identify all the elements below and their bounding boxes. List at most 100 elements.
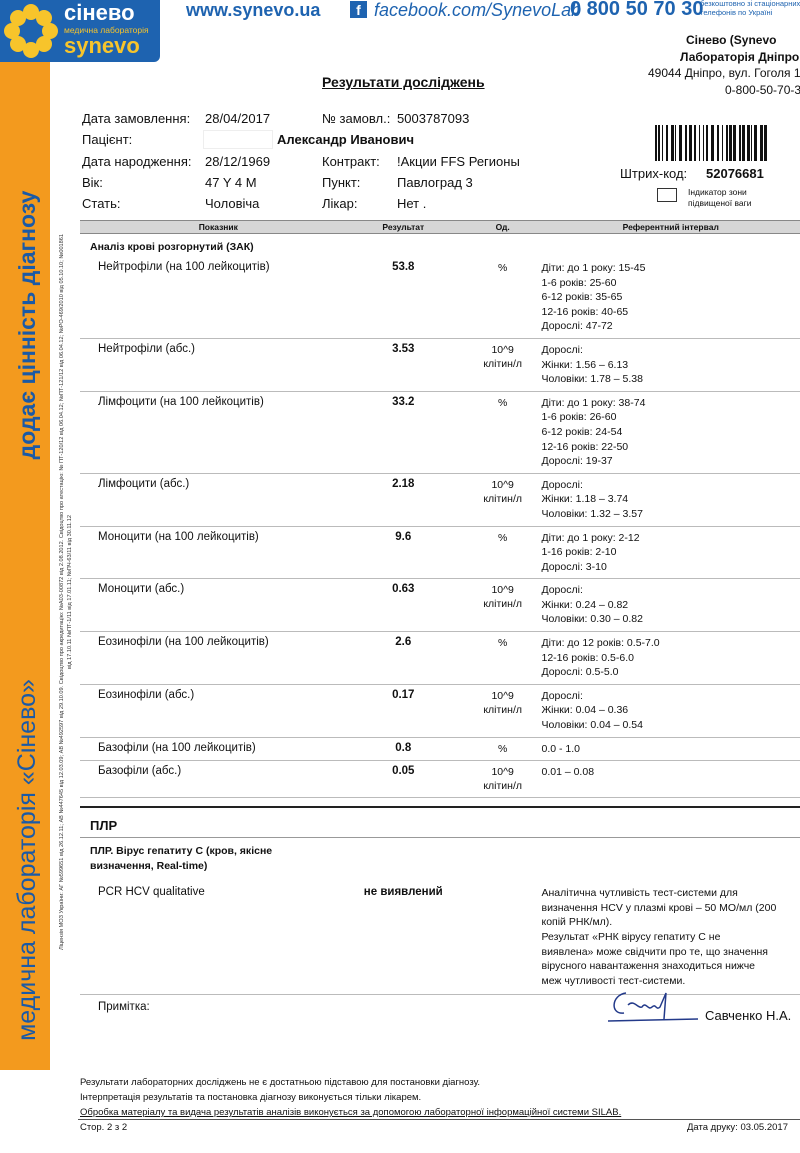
phone-note-line: телефонів по Україні [700,7,773,17]
table-header: Показник Результат Од. Референтний інтервал [80,220,800,234]
reference-line: 1-6 років: 25-60 [541,276,617,289]
reference-line: Діти: до 12 років: 0.5-7.0 [541,637,660,650]
disclaimer: Результати лабораторних досліджень не є … [80,1075,621,1120]
reference-line: Жінки: 0.24 – 0.82 [541,598,629,611]
test-unit: % [468,636,538,680]
reference-line: 6-12 років: 35-65 [541,291,623,304]
signature: Савченко Н.А. [705,1008,792,1023]
reference: Дорослі: Жінки: 1.18 – 3.74 Чоловіки: 1.32… [537,478,800,522]
facebook-icon: f [350,1,367,18]
test-name: Лімфоцити (на 100 лейкоцитів) [98,395,264,408]
reference-line: 12-16 років: 22-50 [541,440,629,453]
test-name: Еозинофіли (на 100 лейкоцитів) [98,636,269,649]
reference: Діти: до 12 років: 0.5-7.0 12-16 років: 0… [537,636,800,680]
result-row: Лімфоцити (на 100 лейкоцитів) 33.2% Діти: … [80,392,800,474]
result-row: Моноцити (на 100 лейкоцитів) 9.6% Діти: до… [80,527,800,580]
logo-flower [4,4,58,58]
barcode-bar [742,125,745,161]
test-name: Лімфоцити (абс.) [98,477,190,490]
result-row: Нейтрофіли (абс.) 3.53 10^9 клітин/л Дорослі… [80,339,800,392]
indicator-line: підвищеної ваги [688,198,752,208]
sidebar-slogan: додає цінність діагнозу [14,190,40,460]
barcode-bar [711,125,714,161]
value: 52076681 [706,166,764,181]
reference-line: Чоловіки: 0.04 – 0.54 [541,719,643,732]
phone-note: безкоштовно зі стаціонарних телефонів по… [700,0,800,17]
unit-line: клітин/л [483,357,523,370]
section-title: Аналіз крові розгорнутий (ЗАК) [80,234,800,257]
section-title: ПЛР. Вірус гепатиту С (кров, якісне визна… [80,838,800,876]
reference: Аналітична чутливість тест-системи для ви… [537,886,800,988]
test-result: 0.05 [392,765,415,778]
reference-line: 12-16 років: 0.5-6.0 [541,651,634,664]
unit-line: 10^9 [491,766,514,779]
reference-line: Чоловіки: 1.78 – 5.38 [541,373,643,386]
barcode-bar [729,125,732,161]
results-table: Показник Результат Од. Референтний інтервал… [80,220,800,1013]
value: Чоловіча [205,196,260,211]
test-unit: 10^9 клітин/л [468,583,538,627]
test-unit: 10^9 клітин/л [468,343,538,387]
label: Дата замовлення: [82,111,191,126]
test-result: 2.18 [392,477,415,490]
sidebar-name: медична лабораторія «Сінево» [13,679,41,1041]
test-name: Нейтрофіли (абс.) [98,342,195,355]
reference-line: 0.01 – 0.08 [541,766,595,779]
test-unit: 10^9 клітин/л [468,765,538,793]
result-row: Базофіли (на 100 лейкоцитів) 0.8% 0.0 - 1.… [80,738,800,762]
test-result: 9.6 [395,530,412,543]
unit-line: 10^9 [491,584,514,597]
unit-line: % [498,742,508,755]
redaction [203,130,273,149]
unit-line: % [498,396,508,409]
test-name: Нейтрофіли (на 100 лейкоцитів) [98,261,270,273]
value: 5003787093 [397,111,470,126]
barcode-bar [706,125,708,161]
phone-note-line: безкоштовно зі стаціонарних [700,0,800,8]
barcode-bar [685,125,687,161]
reference-line: Дорослі: 19-37 [541,455,613,468]
reference: Діти: до 1 року: 2-12 1-16 років: 2-10 Дор… [537,531,800,575]
label: № замовл.: [322,111,391,126]
value: 28/12/1969 [205,154,271,169]
indicator: Індикатор зони підвищеної ваги [688,187,751,209]
note-label: Примітка: [98,1001,150,1014]
test-unit: % [468,261,538,334]
section-title-line: ПЛР. Вірус гепатиту С (кров, якісне [90,845,273,858]
barcode-bar [760,125,763,161]
test-unit: 10^9 клітин/л [468,689,538,733]
test-result: 33.2 [392,395,415,408]
unit-line: клітин/л [483,703,523,716]
label: Пункт: [322,175,361,190]
reference: Діти: до 1 року: 38-74 1-6 років: 26-60 6-… [537,396,800,469]
reference-line: Жінки: 0.04 – 0.36 [541,704,629,717]
test-result: не виявлений [363,886,443,899]
lab-phone: 0-800-50-70-30 [725,82,800,97]
license-line: від 17.10.11 №ПТ-1/11 від 17.01.11; №ПЧ-… [67,515,73,669]
barcode-bar [739,125,741,161]
unit-line: 10^9 [491,478,514,491]
reference-line: Чоловіки: 0.30 – 0.82 [541,613,643,626]
test-name: Базофіли (на 100 лейкоцитів) [98,741,256,754]
reference-line: Дорослі: [541,478,583,491]
reference-line: меж чутливості тест-системи. [541,974,686,987]
reference-line: Дорослі: 3-10 [541,560,607,573]
barcode-bar [751,125,752,161]
reference-line: Діти: до 1 року: 15-45 [541,262,646,274]
label: Штрих-код: [620,166,688,181]
indicator-box [657,188,677,202]
barcode-bar [722,125,723,161]
result-row: PCR HCV qualitative не виявлений Аналітичн… [80,876,800,996]
reference-line: Дорослі: 47-72 [541,320,613,333]
label: Вік: [82,175,103,190]
barcode-bar [747,125,750,161]
reference-line: Дорослі: [541,689,583,702]
section-title-line: Аналіз крові розгорнутий (ЗАК) [90,241,254,253]
footer-rule [78,1119,800,1120]
value: 47 Y 4 M [205,175,257,190]
test-unit: % [468,531,538,575]
column-header: Од. [495,222,510,232]
barcode-bar [694,125,696,161]
print-date: Дата друку: 03.05.2017 [687,1122,788,1133]
